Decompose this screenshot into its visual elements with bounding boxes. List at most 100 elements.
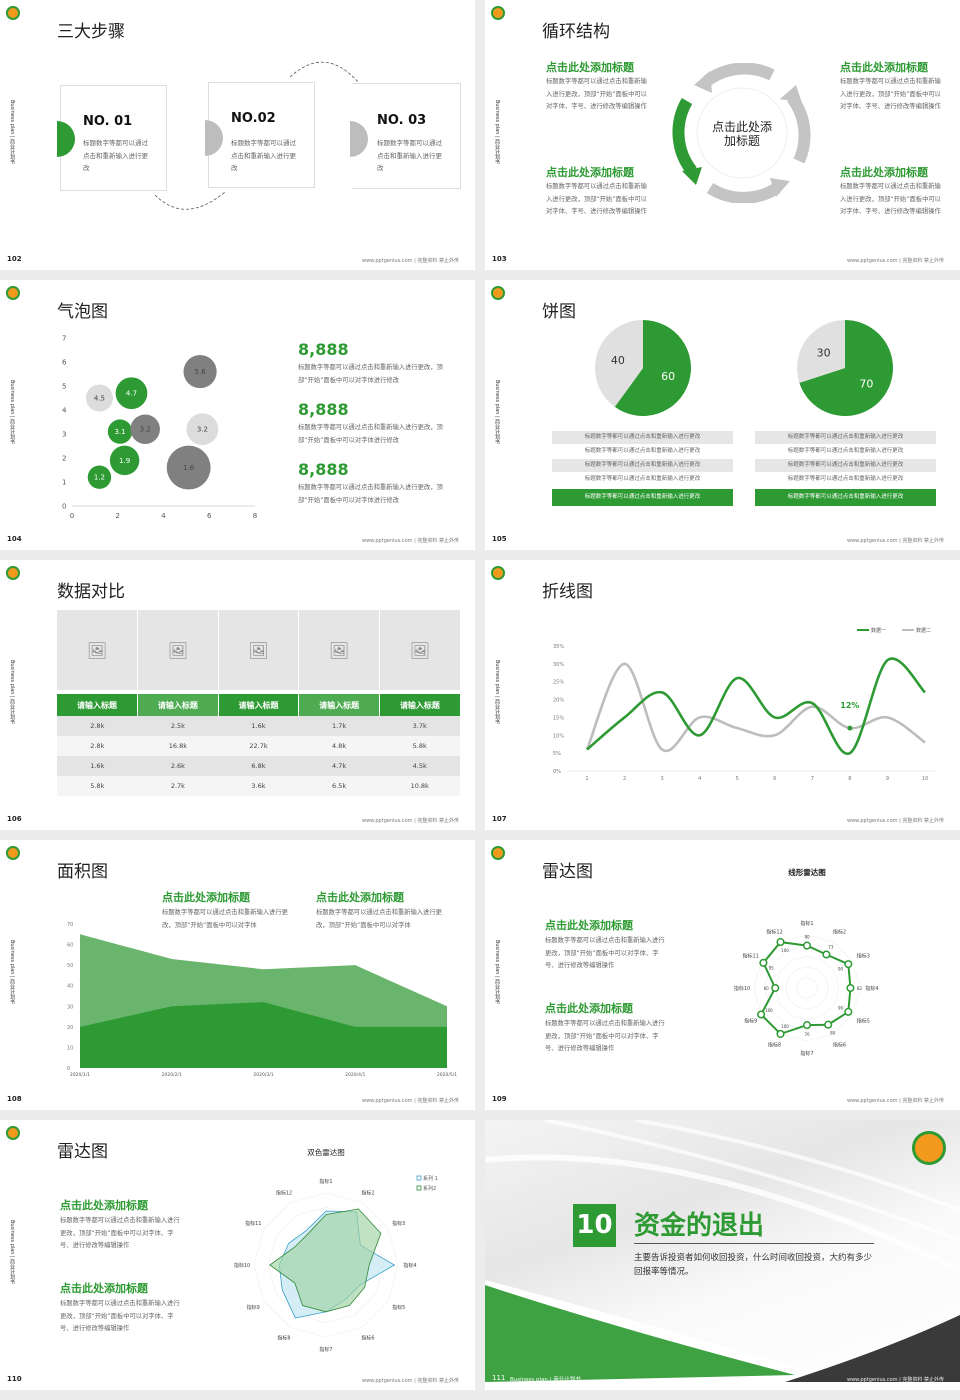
block-heading: 点击此处添加标题 [60, 1282, 148, 1295]
footer: www.pptgenius.com | 完整资料 禁止外传 [846, 258, 944, 264]
page-number: 104 [7, 535, 22, 543]
table-cell: 3.7k [412, 722, 427, 730]
table-cell: 3.6k [251, 782, 266, 790]
x-tick-label: 2020/3/1 [253, 1072, 273, 1078]
image-placeholder-icon[interactable]: 🖼 [298, 610, 380, 690]
column-header: 请输入标题 [379, 694, 460, 716]
bottom-label: Business plan | 商业计划书 [510, 1377, 581, 1383]
page-number: 105 [492, 535, 507, 543]
slide-104[interactable]: Business plan | 商业计划书 气泡图 0 1 2 3 4 5 6 7 0 2 4 6 8 1… [0, 280, 475, 550]
table-cell: 2.8k [90, 722, 105, 730]
side-label: Business plan | 商业计划书 [494, 380, 500, 445]
slide-105[interactable]: Business plan | 商业计划书 饼图 60 40 70 30 标题数字等都… [485, 280, 960, 550]
pie-charts: 60 40 70 30 [595, 320, 893, 416]
cycle-center-text: 点击此处添加标题 [712, 120, 773, 148]
block-text: 标题数字等都可以通过点击和重新输入进行更改，顶部“开始”面板中可以对字体、字号、… [546, 183, 647, 215]
column-header: 请输入标题 [137, 694, 219, 716]
section-number: 10 [573, 1204, 616, 1247]
pie-label: 30 [817, 346, 831, 359]
step-card [60, 85, 167, 191]
y-tick-label: 70 [67, 922, 73, 928]
radar-axis-label: 指标10 [234, 1262, 250, 1269]
legend-label: 数据二 [916, 627, 931, 634]
slide-106[interactable]: Business plan | 商业计划书 数据对比 🖼 🖼 🖼 🖼 🖼 请输入… [0, 560, 475, 830]
logo-icon [491, 286, 505, 300]
x-tick-label: 6 [773, 776, 776, 782]
cycle-inner-circle [696, 87, 788, 179]
step-text: 标题数字等都可以通过点击和重新输入进行更改 [231, 139, 296, 172]
pie-label: 70 [859, 378, 873, 391]
slide-111[interactable]: 10 资金的退出 主要告诉投资者如何收回投资，什么时间收回投资，大约有多少回报率… [485, 1120, 960, 1390]
slide-109[interactable]: Business plan | 商业计划书 雷达图 点击此处添加标题 标题数字等… [485, 840, 960, 1110]
block-text: 标题数字等都可以通过点击和重新输入进行更改，顶部“开始”面板中可以对字体、字号、… [840, 183, 941, 215]
block-heading: 点击此处添加标题 [60, 1199, 148, 1212]
slide-103[interactable]: Business plan | 商业计划书 循环结构 点击此处添加标题 标题数字… [485, 0, 960, 270]
radar-point [776, 938, 785, 947]
radar-point [802, 1021, 812, 1030]
footer: www.pptgenius.com | 完整资料 禁止外传 [361, 1098, 459, 1104]
column-header: 请输入标题 [218, 694, 300, 716]
radar-grid-ring [785, 966, 829, 1010]
section-title: 资金的退出 [634, 1211, 765, 1241]
radar-value-label: 100 [765, 1008, 773, 1013]
radar-series-2 [269, 1208, 382, 1313]
slide-title: 雷达图 [542, 862, 593, 882]
x-tick-label: 0 [70, 512, 74, 520]
bubble-label: 3.1 [114, 428, 125, 436]
page-number: 107 [492, 815, 507, 823]
section-text: 主要告诉投资者如何收回投资，什么时间收回投资，大约有多少回报率等情况。 [634, 1253, 873, 1277]
slide-102[interactable]: Business plan | 商业计划书 三大步骤 NO. 01 标题数字等都… [0, 0, 475, 270]
step-card [352, 83, 461, 189]
table-cell: 5.8k [90, 782, 105, 790]
step-label: NO. 01 [83, 114, 133, 129]
footer: www.pptgenius.com | 完整资料 禁止外传 [361, 538, 459, 544]
stat-text: 标题数字等都可以通过点击和重新输入进行更改，顶部“开始”面板中可以对字体进行修改 [298, 364, 443, 384]
page-number: 102 [7, 255, 22, 263]
block-text: 标题数字等都可以通过点击和重新输入进行更改，顶部“开始”面板中可以对字体、字号、… [545, 937, 665, 969]
radar-axis-label: 指标5 [392, 1304, 405, 1311]
green-wave [485, 1285, 795, 1382]
radar-grid-ring [774, 955, 840, 1021]
pie-slice [799, 320, 893, 416]
cycle-arrow-top [703, 63, 775, 86]
table-cell: 10.8k [410, 782, 429, 790]
slide-108[interactable]: Business plan | 商业计划书 面积图 点击此处添加标题 标题数字等… [0, 840, 475, 1110]
slide-107[interactable]: Business plan | 商业计划书 折线图 0% 5% 10% 15% 20% 2… [485, 560, 960, 830]
radar-axis-label: 指标6 [833, 1041, 846, 1048]
radar-axis-label: 指标2 [361, 1189, 374, 1196]
list-row: 标题数字等都可以通过点击和重新输入进行更改 [584, 476, 701, 482]
x-tick-label: 6 [207, 512, 212, 520]
bubble-label: 3.2 [197, 426, 208, 434]
bubble-chart: 0 1 2 3 4 5 6 7 0 2 4 6 8 1.2 1.9 3.1 4.7 4.5 3.2 3.2 5.6 1.6 [62, 335, 257, 521]
side-label: Business plan | 商业计划书 [9, 100, 15, 165]
side-label: Business plan | 商业计划书 [494, 660, 500, 725]
radar-axis-label: 指标12 [766, 929, 782, 936]
image-placeholder-icon[interactable]: 🖼 [137, 610, 219, 690]
block-heading: 点击此处添加标题 [545, 919, 633, 932]
radar-grid-ring [764, 945, 850, 1031]
image-placeholder-icon[interactable]: 🖼 [57, 610, 139, 690]
radar-grid-ring [796, 977, 818, 999]
radar-axis-label: 指标7 [800, 1050, 813, 1057]
radar-axis-label: 指标8 [277, 1335, 290, 1342]
dark-wave [785, 1315, 960, 1382]
footer: www.pptgenius.com | 完整资料 禁止外传 [846, 1377, 944, 1383]
slide-110[interactable]: Business plan | 商业计划书 雷达图 点击此处添加标题 标题数字等… [0, 1120, 475, 1390]
table-row: 5.8k 2.7k 3.6k 6.5k 10.8k [57, 776, 460, 796]
image-placeholder-icon[interactable]: 🖼 [379, 610, 460, 690]
image-placeholder-icon[interactable]: 🖼 [218, 610, 300, 690]
line-chart: 0% 5% 10% 15% 20% 25% 30% 35% 1 2 3 4 5 6 7 8 9 10 数据一 数据二 1… [553, 627, 935, 782]
radar-value-label: 90 [838, 1005, 844, 1010]
arrow-head [780, 85, 802, 103]
radar-point [844, 960, 853, 969]
pie-slice [614, 320, 691, 416]
area-chart: 0 10 20 30 40 50 60 70 2020/1/1 2020/2/1 2020/3/1 2… [67, 922, 457, 1078]
logo-icon [6, 566, 20, 580]
column-header: 请输入标题 [298, 694, 380, 716]
x-tick-label: 2020/5/1 [437, 1072, 457, 1078]
divider [634, 1243, 874, 1244]
y-tick-label: 30 [67, 1004, 73, 1010]
radar-point [844, 1007, 853, 1016]
stat-text: 标题数字等都可以通过点击和重新输入进行更改，顶部“开始”面板中可以对字体进行修改 [298, 484, 443, 504]
